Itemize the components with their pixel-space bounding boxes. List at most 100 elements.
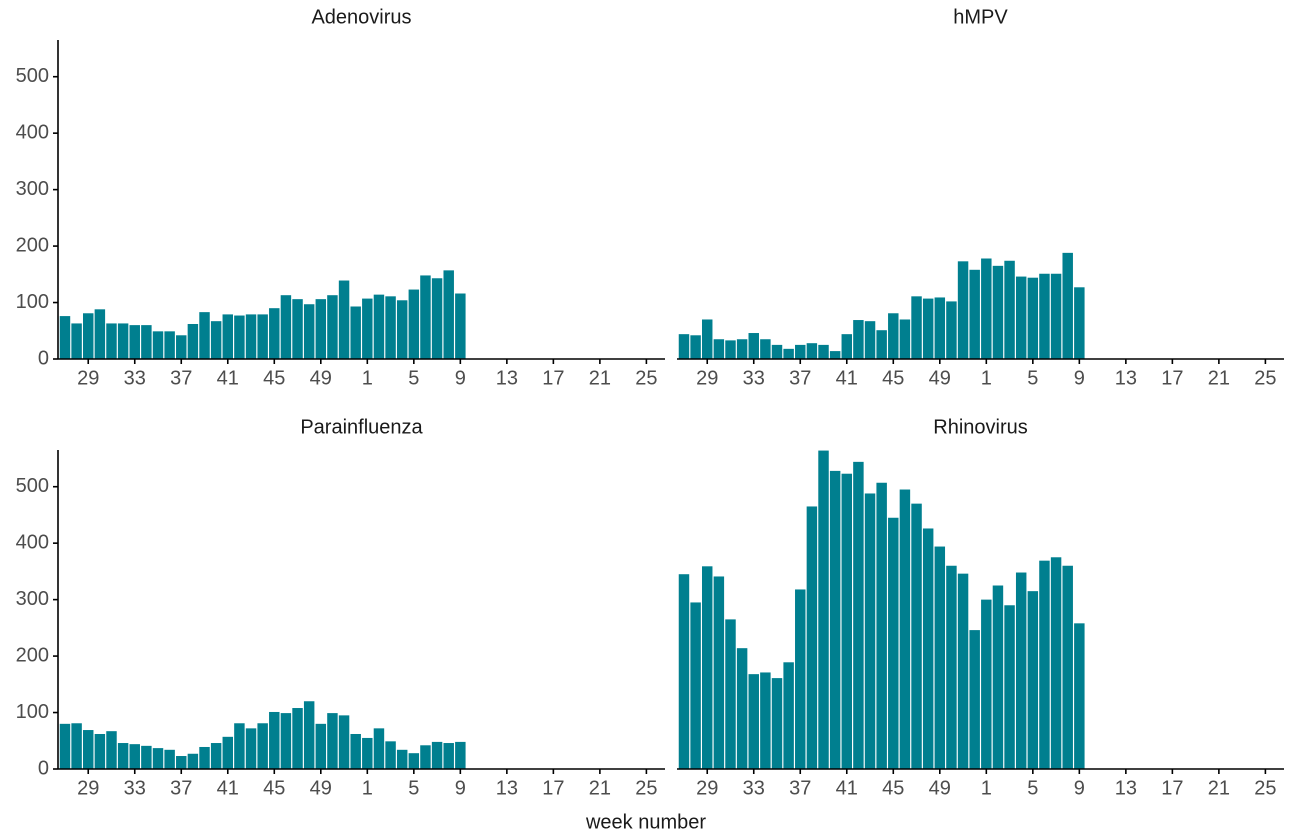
bar: [713, 576, 725, 769]
bar: [455, 293, 466, 359]
y-tick-label: 400: [16, 531, 49, 553]
bar: [129, 744, 140, 769]
x-tick-label: 41: [836, 367, 858, 389]
bar: [748, 333, 759, 359]
x-tick-label: 21: [1208, 777, 1230, 799]
bar: [818, 450, 829, 769]
bar: [690, 602, 701, 769]
bar: [864, 493, 876, 769]
bar: [303, 701, 315, 769]
bar: [1004, 260, 1015, 359]
bar: [350, 733, 361, 769]
bar: [736, 648, 748, 769]
y-tick-label: 100: [16, 701, 49, 723]
panel-title: Rhinovirus: [933, 416, 1027, 438]
bar: [373, 294, 385, 359]
bar: [853, 461, 864, 769]
bar: [841, 473, 853, 769]
x-tick-label: 17: [1161, 777, 1183, 799]
bar: [59, 316, 71, 359]
bar: [83, 730, 94, 769]
y-tick-label: 500: [16, 65, 49, 87]
y-tick-label: 100: [16, 291, 49, 313]
y-tick-label: 500: [16, 475, 49, 497]
bar: [385, 296, 396, 359]
x-tick-label: 29: [696, 777, 718, 799]
bar: [771, 344, 783, 359]
bar: [771, 678, 783, 769]
bar: [280, 295, 292, 359]
bar: [690, 335, 701, 359]
bar: [725, 619, 736, 769]
bar: [864, 321, 876, 359]
bar: [245, 314, 257, 359]
x-tick-label: 21: [1208, 367, 1230, 389]
bar: [748, 674, 759, 769]
bar: [992, 585, 1004, 769]
x-tick-label: 9: [455, 777, 466, 799]
y-tick-label: 0: [38, 347, 49, 369]
bar: [94, 733, 106, 769]
panel-title: Adenovirus: [311, 6, 411, 28]
bar: [199, 746, 210, 769]
bar: [222, 314, 234, 359]
bar: [678, 574, 690, 769]
bar: [327, 295, 338, 359]
panel-title: hMPV: [953, 6, 1008, 28]
bar: [1015, 572, 1027, 769]
bar: [199, 312, 210, 359]
bar: [176, 335, 187, 359]
bar: [303, 304, 315, 359]
bar: [1027, 277, 1039, 359]
bar: [455, 741, 466, 769]
bar: [795, 589, 806, 769]
bar: [71, 323, 82, 359]
x-tick-label: 25: [635, 777, 657, 799]
y-tick-label: 400: [16, 121, 49, 143]
bar: [176, 756, 187, 769]
bar: [396, 749, 408, 769]
y-tick-label: 200: [16, 234, 49, 256]
x-axis-label: week number: [585, 811, 706, 833]
bar: [245, 728, 257, 769]
x-tick-label: 1: [981, 777, 992, 799]
x-tick-label: 49: [929, 777, 951, 799]
x-tick-label: 45: [882, 777, 904, 799]
bar: [117, 323, 129, 359]
bar: [806, 343, 818, 359]
x-tick-label: 5: [1027, 777, 1038, 799]
x-tick-label: 45: [263, 367, 285, 389]
bar: [373, 728, 385, 769]
bar: [152, 331, 164, 359]
bar: [187, 753, 199, 769]
x-tick-label: 13: [496, 777, 518, 799]
bar: [292, 299, 303, 359]
x-tick-label: 45: [882, 367, 904, 389]
x-tick-label: 49: [310, 367, 332, 389]
bar: [106, 323, 117, 359]
bar: [888, 517, 899, 769]
x-tick-label: 25: [635, 367, 657, 389]
bar: [408, 289, 420, 359]
bar: [1062, 565, 1073, 769]
x-tick-label: 49: [310, 777, 332, 799]
bar: [408, 753, 420, 769]
bar: [946, 565, 957, 769]
bar: [1050, 557, 1062, 769]
bar: [315, 723, 327, 769]
bar: [362, 737, 373, 769]
bar: [969, 269, 980, 359]
bar: [327, 713, 338, 769]
bar: [210, 321, 222, 359]
bar: [280, 713, 292, 769]
x-tick-label: 1: [981, 367, 992, 389]
bar: [420, 745, 431, 769]
bar: [362, 298, 373, 359]
x-tick-label: 13: [1115, 367, 1137, 389]
bar: [117, 743, 129, 769]
bar: [164, 749, 175, 769]
x-tick-label: 17: [542, 367, 564, 389]
x-tick-label: 37: [170, 367, 192, 389]
bar: [736, 339, 748, 359]
